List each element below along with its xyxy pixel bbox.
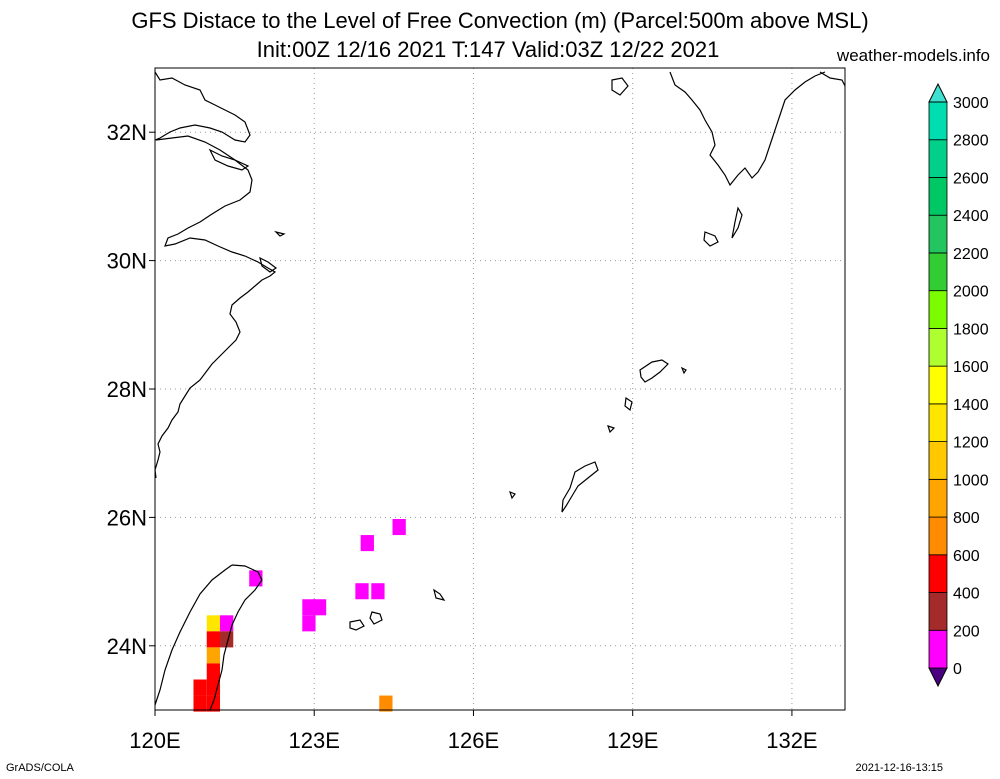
colorbar-bin	[928, 101, 948, 141]
data-cell	[360, 535, 374, 552]
colorbar-bin	[928, 554, 948, 593]
tick-label-lat: 30N	[107, 249, 147, 274]
tick-label-lon: 126E	[448, 728, 499, 753]
data-cell	[206, 615, 221, 632]
colorbar: 0 200 400 600 800 1000 1200 1400 1600 1800 2000 220…	[928, 82, 989, 688]
data-cell	[249, 570, 263, 587]
colorbar-label: 800	[953, 510, 980, 527]
data-cell	[206, 647, 221, 664]
colorbar-bin	[928, 139, 948, 178]
coastline-miyako	[369, 611, 383, 625]
colorbar-bin	[928, 516, 948, 556]
data-cell	[355, 583, 369, 600]
colorbar-label: 1400	[953, 397, 989, 414]
data-cell	[371, 583, 385, 600]
data-cell	[206, 695, 221, 712]
colorbar-label: 200	[953, 623, 980, 640]
colorbar-min-arrow	[928, 667, 948, 688]
colorbar-label: 1600	[953, 359, 989, 376]
colorbar-bin	[928, 441, 948, 480]
coastline-okinawa	[561, 461, 599, 513]
tick-label-lon: 123E	[289, 728, 340, 753]
colorbar-label: 3000	[953, 95, 989, 112]
coastline-island-g	[433, 588, 446, 601]
gridlines	[155, 68, 845, 710]
data-cell	[392, 519, 406, 536]
footer-left: GrADS/COLA	[6, 762, 74, 774]
coastline-island-c	[611, 77, 629, 96]
colorbar-label: 1200	[953, 435, 989, 452]
coastline-island-e	[731, 206, 743, 239]
colorbar-label: 1000	[953, 472, 989, 489]
data-cell	[220, 615, 234, 632]
data-cell	[206, 663, 221, 680]
footer-timestamp: 2021-12-16-13:15	[855, 762, 943, 774]
data-cells	[193, 519, 406, 712]
colorbar-label: 400	[953, 586, 980, 603]
coastline-ryukyu-1	[624, 396, 633, 412]
colorbar-label: 2800	[953, 133, 989, 150]
tick-label-lat: 28N	[107, 377, 147, 402]
coastline-island-d	[703, 231, 719, 247]
coastline-china	[154, 71, 277, 479]
coastline-amami	[639, 359, 669, 383]
data-cell	[379, 695, 393, 712]
tick-label-lat: 32N	[107, 120, 147, 145]
colorbar-label: 0	[953, 661, 962, 678]
colorbar-label: 2000	[953, 284, 989, 301]
tick-label-lat: 26N	[107, 505, 147, 530]
colorbar-bin	[928, 214, 948, 254]
coastline-daito	[680, 366, 687, 375]
colorbar-label: 2600	[953, 170, 989, 187]
coastline-taiwan	[154, 564, 263, 711]
coastlines	[154, 71, 846, 711]
coastline-ryukyu-2	[607, 425, 616, 434]
colorbar-bin	[928, 478, 948, 518]
coastline-island-f	[819, 71, 846, 87]
colorbar-bin	[928, 177, 948, 216]
data-cell	[302, 615, 316, 632]
colorbar-label: 600	[953, 548, 980, 565]
colorbar-bin	[928, 403, 948, 443]
colorbar-label: 1800	[953, 321, 989, 338]
coastline-ryukyu-3	[509, 490, 516, 500]
colorbar-bin	[928, 629, 948, 669]
colorbar-bin	[928, 592, 948, 631]
coastline-kyushu	[669, 71, 826, 187]
data-cell	[193, 679, 207, 696]
site-credit: weather-models.info	[836, 46, 990, 65]
colorbar-bin	[928, 365, 948, 405]
coastline-island-b	[274, 230, 286, 237]
colorbar-label: 2400	[953, 208, 989, 225]
data-cell	[206, 631, 221, 648]
data-cell	[206, 679, 221, 696]
tick-label-lon: 120E	[129, 728, 180, 753]
data-cell	[193, 695, 207, 712]
tick-label-lon: 129E	[607, 728, 658, 753]
colorbar-bin	[928, 290, 948, 329]
tick-label-lon: 132E	[766, 728, 817, 753]
data-cell	[302, 599, 316, 616]
colorbar-label: 2200	[953, 246, 989, 263]
coastline-ishigaki	[349, 619, 365, 631]
colorbar-bin	[928, 327, 948, 367]
coastline-yangtze	[208, 148, 250, 171]
coastline-island-a	[259, 256, 278, 273]
data-cell	[312, 599, 327, 616]
data-cell	[220, 631, 234, 648]
colorbar-max-arrow	[928, 82, 948, 103]
tick-label-lat: 24N	[107, 634, 147, 659]
colorbar-bin	[928, 252, 948, 292]
chart-title: GFS Distace to the Level of Free Convect…	[131, 8, 869, 33]
chart-subtitle: Init:00Z 12/16 2021 T:147 Valid:03Z 12/2…	[256, 37, 720, 62]
axis-labels: 120E 123E 126E 129E 132E 32N 30N 28N 26N 24N	[107, 120, 818, 753]
